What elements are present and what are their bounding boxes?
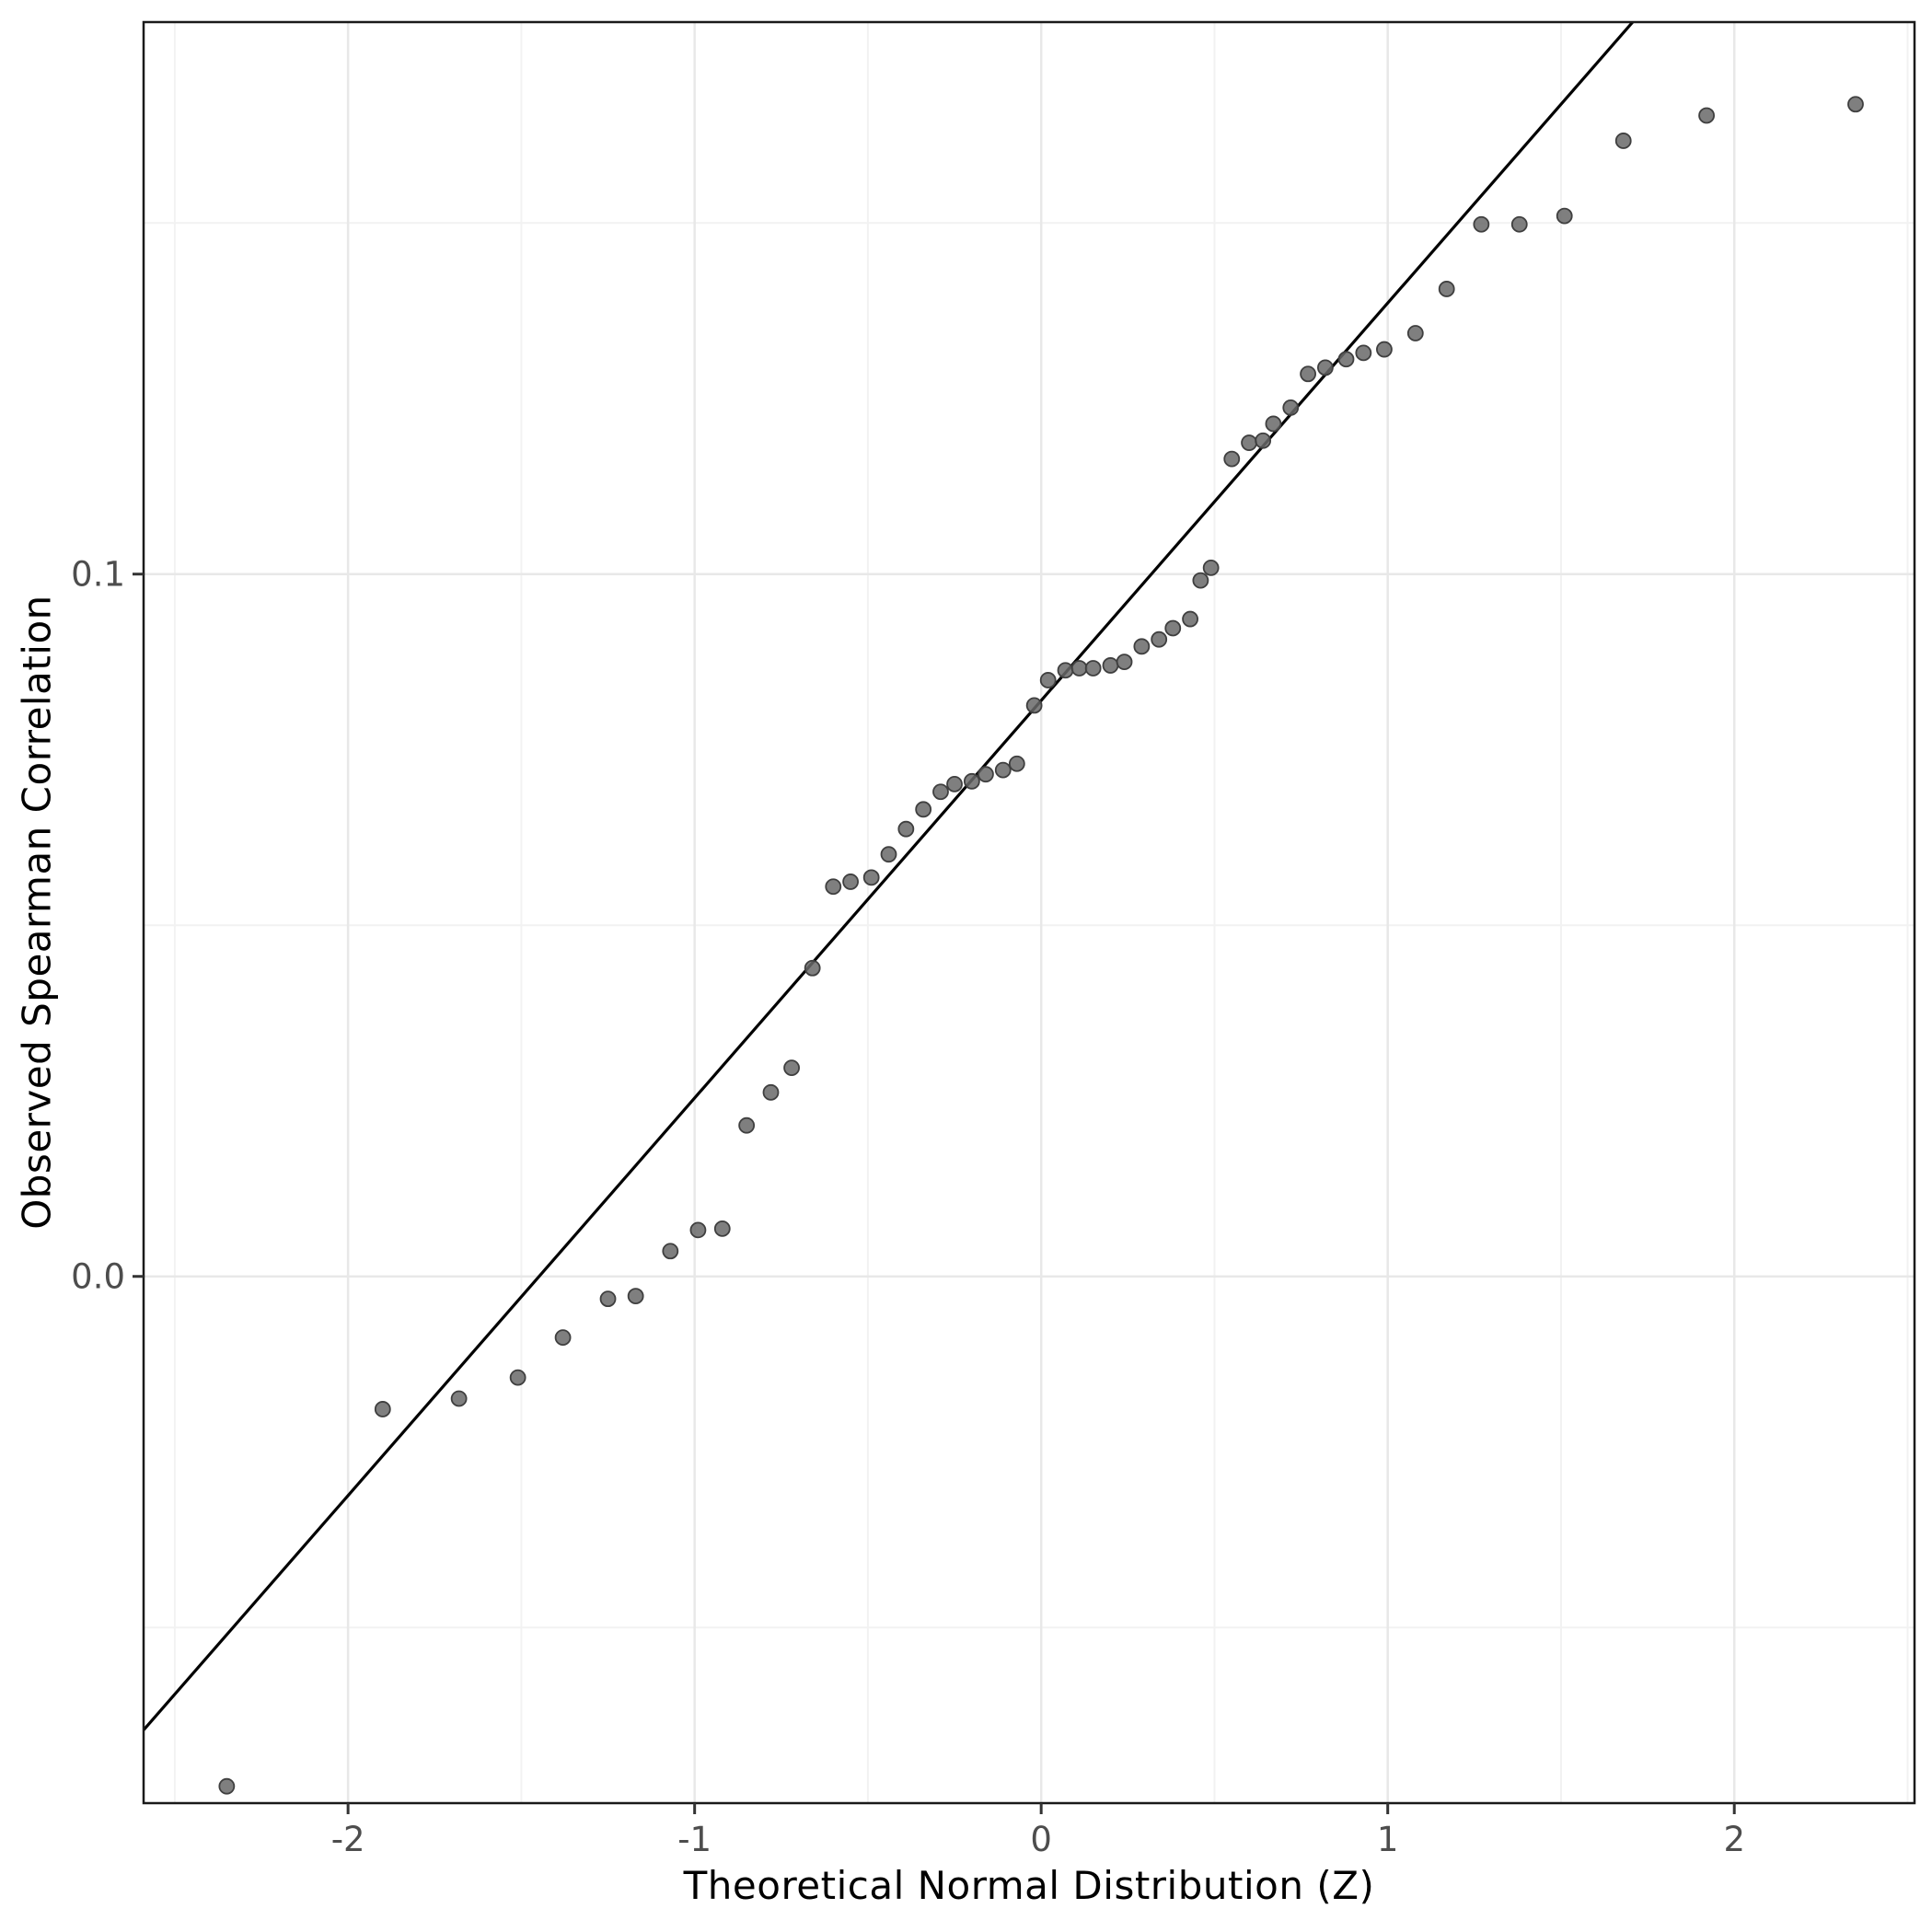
data-point	[1084, 660, 1102, 677]
x-axis-title: Theoretical Normal Distribution (Z)	[683, 1863, 1375, 1908]
data-point	[946, 775, 963, 792]
data-point	[1182, 610, 1198, 628]
data-point	[1337, 351, 1355, 368]
data-point	[1438, 281, 1455, 297]
data-point	[738, 1116, 756, 1134]
data-point	[1556, 207, 1573, 225]
data-point	[932, 783, 949, 801]
data-point	[1510, 215, 1528, 233]
x-tick-label: 2	[1723, 1820, 1745, 1859]
data-point	[1223, 450, 1241, 468]
panel-border	[142, 20, 1916, 1805]
data-point	[1116, 654, 1133, 671]
data-point	[762, 1083, 780, 1101]
x-tick-label: -2	[331, 1820, 365, 1859]
panel-background	[144, 22, 1915, 1803]
data-point	[627, 1288, 644, 1305]
data-point	[1282, 399, 1300, 416]
data-point	[1241, 434, 1257, 451]
y-tick-label: 0.1	[71, 555, 125, 595]
data-point	[783, 1059, 800, 1077]
data-point	[963, 772, 980, 790]
data-point	[842, 873, 859, 890]
y-axis-title: Observed Spearman Correlation	[14, 595, 60, 1230]
data-point	[978, 766, 994, 783]
data-point	[1300, 365, 1316, 383]
x-tick-label: 1	[1377, 1820, 1399, 1859]
data-point	[1355, 344, 1372, 362]
data-point	[1473, 215, 1490, 233]
data-point	[1070, 660, 1088, 677]
data-point	[1847, 96, 1864, 113]
data-point	[880, 846, 897, 863]
data-point	[1164, 619, 1182, 637]
data-point	[450, 1390, 468, 1407]
data-point	[1102, 657, 1119, 674]
y-tick-label: 0.0	[71, 1257, 125, 1297]
data-point	[599, 1290, 617, 1308]
data-point	[1376, 341, 1393, 358]
data-point	[218, 1777, 236, 1795]
data-point	[1614, 133, 1632, 149]
data-point	[862, 869, 880, 886]
data-point	[897, 820, 915, 838]
data-point	[1008, 755, 1025, 772]
data-point	[509, 1369, 526, 1386]
data-point	[915, 801, 932, 818]
data-point	[804, 959, 821, 977]
data-point	[1133, 638, 1151, 655]
data-point	[1025, 697, 1043, 714]
data-point	[1255, 432, 1272, 449]
data-point	[1317, 359, 1334, 376]
data-point	[554, 1329, 572, 1347]
data-point	[1057, 662, 1074, 679]
data-point	[1192, 572, 1209, 589]
data-point	[689, 1221, 707, 1239]
data-point	[1202, 559, 1220, 576]
data-point	[1406, 325, 1424, 341]
data-point	[374, 1401, 391, 1417]
data-point	[713, 1220, 731, 1237]
x-tick-label: 0	[1030, 1820, 1052, 1859]
qq-reference-line	[144, 22, 1635, 1731]
data-point	[1698, 107, 1715, 124]
data-point	[1265, 415, 1282, 433]
data-point	[662, 1243, 679, 1260]
data-point	[825, 878, 842, 896]
data-point	[1039, 672, 1057, 688]
data-point	[994, 761, 1012, 779]
data-point	[1151, 631, 1168, 648]
x-tick-label: -1	[677, 1820, 711, 1859]
